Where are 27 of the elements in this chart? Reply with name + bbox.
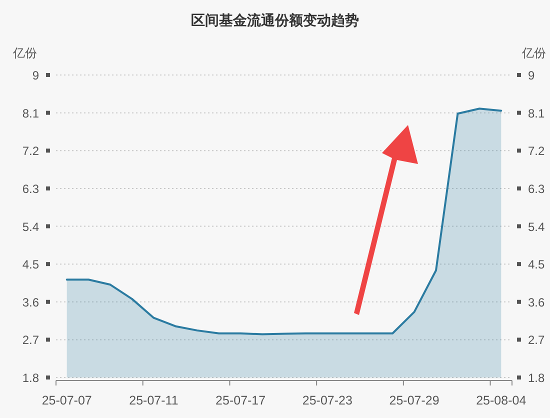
y-tick-label: 6.3 (22, 182, 40, 196)
y2-tick-label: 5.4 (528, 220, 546, 234)
y2-tick-label: 9 (528, 68, 535, 82)
y2-tick-label: 2.7 (528, 333, 546, 348)
y-tick-label: 4.5 (22, 258, 40, 272)
y2-tick-label: 6.3 (528, 182, 546, 196)
x-tick-label: 25-07-17 (216, 394, 266, 408)
x-tick-label: 25-07-11 (129, 394, 178, 408)
y-tick-label: 9 (32, 68, 40, 82)
y2-axis-title: 亿份 (521, 46, 546, 60)
y2-tick-label: 8.1 (528, 106, 546, 120)
y-tick-label: 7.2 (22, 144, 40, 158)
y2-tick-label: 3.6 (528, 295, 546, 310)
x-tick-label: 25-07-07 (42, 394, 92, 408)
y-tick-label: 3.6 (22, 295, 40, 310)
y-tick-label: 1.8 (22, 371, 40, 385)
y-axis-title: 亿份 (12, 46, 37, 60)
y-tick-label: 8.1 (22, 106, 40, 120)
x-tick-label: 25-08-04 (476, 394, 526, 408)
y-tick-label: 5.4 (22, 220, 40, 234)
x-tick-label: 25-07-29 (389, 394, 440, 408)
y2-tick-label: 7.2 (528, 144, 546, 158)
y2-tick-label: 4.5 (528, 258, 546, 272)
x-tick-label: 25-07-23 (302, 394, 352, 408)
chart-title: 区间基金流通份额变动趋势 (191, 12, 359, 28)
y2-tick-label: 1.8 (528, 371, 546, 385)
y-tick-label: 2.7 (22, 333, 40, 348)
